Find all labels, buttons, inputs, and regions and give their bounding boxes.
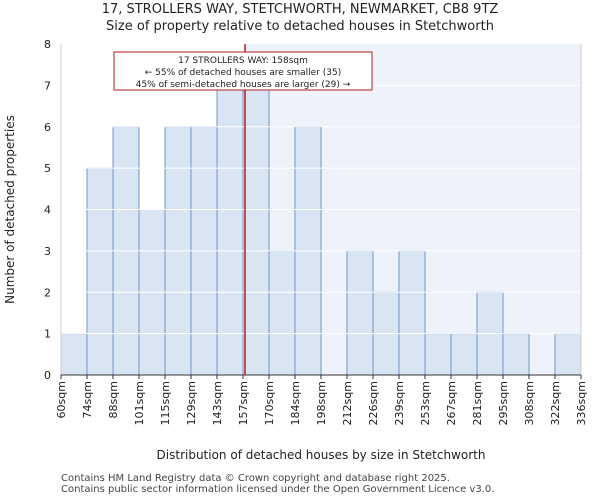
x-tick-label: 239sqm: [393, 381, 406, 425]
x-tick-label: 184sqm: [289, 381, 302, 425]
footer-copyright: Contains HM Land Registry data © Crown c…: [61, 473, 450, 484]
bar-212sqm: [346, 250, 374, 376]
x-tick-label: 101sqm: [133, 381, 146, 425]
x-tick-label: 308sqm: [523, 381, 536, 425]
y-tick-label: 7: [44, 79, 51, 92]
bar-322sqm: [554, 333, 582, 376]
bar-157sqm: [242, 84, 270, 376]
annotation-line-3: 45% of semi-detached houses are larger (…: [136, 80, 351, 90]
x-axis-ticks: 60sqm 74sqm 88sqm 101sqm 115sqm 129sqm 143sqm 1…: [55, 375, 588, 425]
bar-239sqm: [398, 250, 426, 376]
x-tick-label: 60sqm: [55, 381, 68, 418]
bar-295sqm: [502, 333, 530, 376]
y-tick-label: 1: [44, 328, 51, 341]
bar-170sqm: [268, 250, 296, 376]
bar-60sqm: [60, 333, 88, 376]
x-tick-label: 198sqm: [315, 381, 328, 425]
bar-143sqm: [216, 84, 244, 376]
x-tick-label: 336sqm: [575, 381, 588, 425]
x-tick-label: 267sqm: [445, 381, 458, 425]
chart-title: 17, STROLLERS WAY, STETCHWORTH, NEWMARKE…: [101, 2, 499, 17]
x-tick-label: 295sqm: [497, 381, 510, 425]
x-tick-label: 157sqm: [237, 381, 250, 425]
y-tick-label: 6: [44, 121, 51, 134]
y-tick-label: 5: [44, 162, 51, 175]
chart-subtitle: Size of property relative to detached ho…: [106, 19, 494, 34]
x-axis-label: Distribution of detached houses by size …: [157, 448, 486, 462]
x-tick-label: 88sqm: [107, 381, 120, 418]
y-tick-label: 4: [44, 204, 51, 217]
y-axis-label: Number of detached properties: [3, 115, 17, 304]
x-tick-label: 129sqm: [185, 381, 198, 425]
y-tick-label: 2: [44, 286, 51, 299]
x-tick-label: 170sqm: [263, 381, 276, 425]
x-tick-label: 74sqm: [81, 381, 94, 418]
y-tick-label: 3: [44, 245, 51, 258]
annotation-box: [113, 51, 373, 91]
x-tick-label: 212sqm: [341, 381, 354, 425]
bar-253sqm: [424, 333, 452, 376]
bar-267sqm: [450, 333, 478, 376]
y-tick-label: 0: [44, 369, 51, 382]
footer-licence: Contains public sector information licen…: [61, 484, 495, 495]
x-tick-label: 226sqm: [367, 381, 380, 425]
x-tick-label: 143sqm: [211, 381, 224, 425]
annotation-line-1: 17 STROLLERS WAY: 158sqm: [178, 56, 308, 66]
x-tick-label: 322sqm: [549, 381, 562, 425]
x-tick-label: 281sqm: [471, 381, 484, 425]
x-tick-label: 115sqm: [159, 381, 172, 425]
x-tick-label: 253sqm: [419, 381, 432, 425]
y-tick-label: 8: [44, 38, 51, 51]
bar-74sqm: [86, 167, 114, 376]
annotation-line-2: ← 55% of detached houses are smaller (35…: [145, 68, 342, 78]
